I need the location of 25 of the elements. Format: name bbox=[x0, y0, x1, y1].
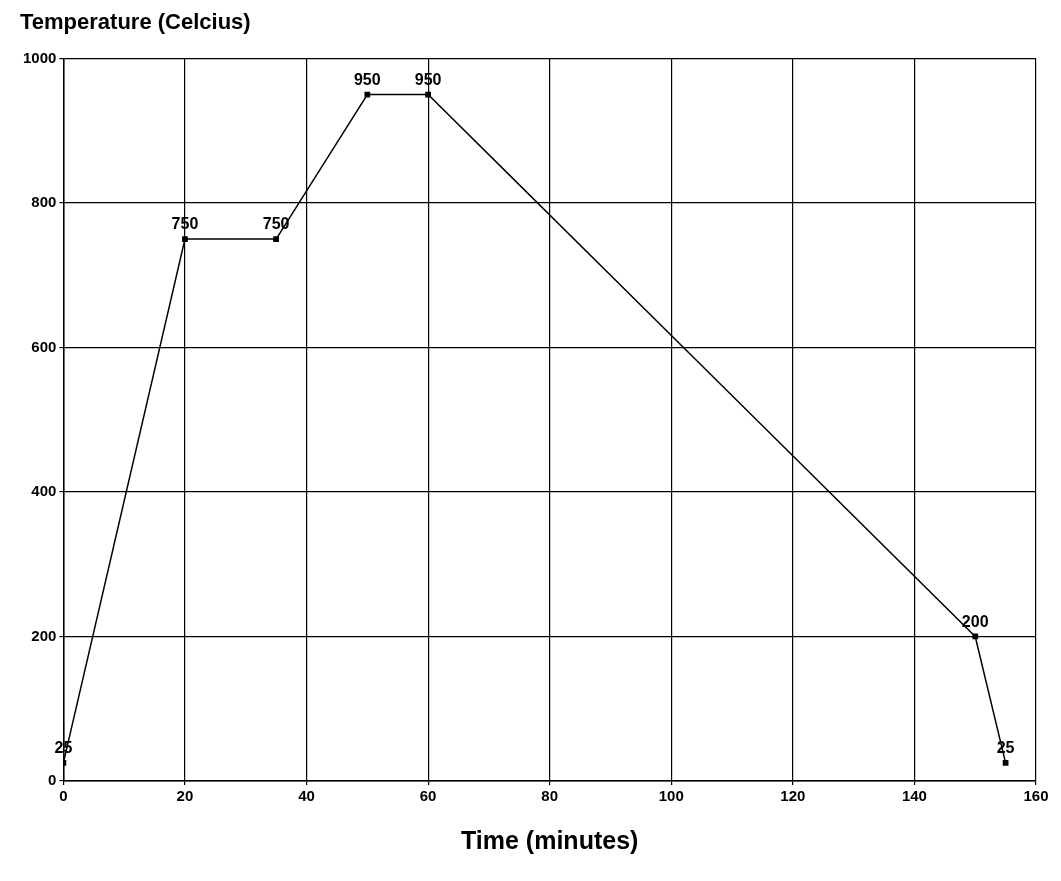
y-tick-label: 0 bbox=[48, 771, 57, 789]
x-axis-title: Time (minutes) bbox=[461, 825, 639, 854]
y-tick-label: 400 bbox=[31, 482, 57, 500]
y-axis-title: Temperature (Celcius) bbox=[20, 9, 251, 35]
x-tick-label: 20 bbox=[176, 787, 194, 805]
data-label: 950 bbox=[353, 70, 381, 88]
x-tick-label: 80 bbox=[541, 787, 559, 805]
point bbox=[182, 236, 188, 242]
x-tick-label: 40 bbox=[298, 787, 315, 805]
y-tick-label: 600 bbox=[31, 337, 57, 355]
x-tick-label: 100 bbox=[658, 787, 684, 805]
point bbox=[972, 633, 979, 640]
point bbox=[273, 236, 279, 242]
point bbox=[1002, 760, 1009, 766]
point bbox=[364, 91, 371, 98]
x-tick-label: 140 bbox=[901, 787, 927, 805]
y-tick-label: 1000 bbox=[22, 48, 57, 66]
y-tick-label: 200 bbox=[31, 626, 57, 644]
x-tick-label: 0 bbox=[59, 787, 68, 805]
data-label: 200 bbox=[961, 612, 989, 630]
x-tick-label: 60 bbox=[419, 787, 437, 805]
x-tick-label: 120 bbox=[780, 787, 806, 805]
y-tick-label: 800 bbox=[31, 193, 57, 211]
point bbox=[425, 91, 431, 98]
x-tick-label: 160 bbox=[1023, 787, 1049, 805]
